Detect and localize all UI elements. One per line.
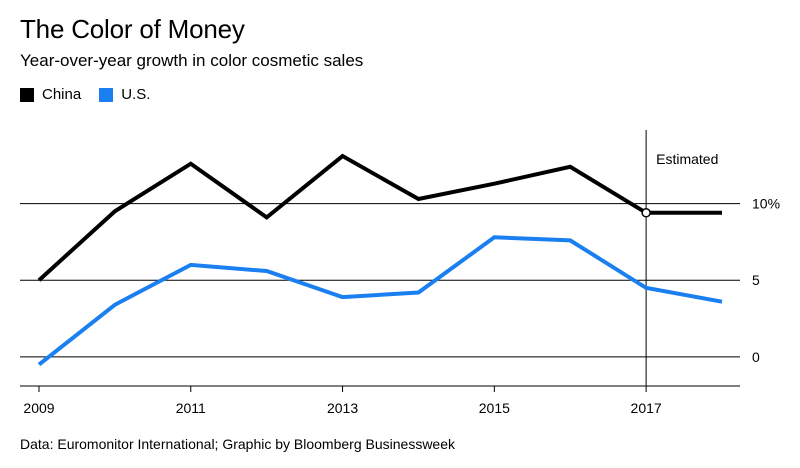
x-tick-label-2017: 2017: [631, 400, 662, 416]
legend-swatch-china: [20, 87, 34, 102]
estimated-point-marker: [641, 208, 651, 218]
legend-label-us: U.S.: [121, 86, 151, 103]
estimated-label: Estimated: [656, 151, 718, 167]
x-tick-label-2009: 2009: [23, 400, 54, 416]
legend-swatch-us: [99, 87, 114, 102]
y-tick-label-5: 5: [752, 272, 760, 288]
y-tick-label-10: 10%: [752, 196, 780, 212]
legend: China U.S.: [20, 86, 168, 103]
series-line-china: [37, 153, 722, 282]
legend-item-us: U.S.: [99, 86, 150, 103]
x-tick-label-2013: 2013: [327, 400, 358, 416]
series-line-us: [37, 235, 723, 367]
x-tick-label-2011: 2011: [176, 400, 206, 416]
chart-title: The Color of Money: [20, 14, 245, 44]
legend-item-china: China: [20, 86, 81, 103]
source-note: Data: Euromonitor International; Graphic…: [20, 436, 455, 452]
y-tick-label-0: 0: [752, 349, 760, 365]
x-tick-label-2015: 2015: [479, 400, 510, 416]
legend-label-china: China: [42, 86, 82, 103]
chart-subtitle: Year-over-year growth in color cosmetic …: [20, 51, 364, 70]
